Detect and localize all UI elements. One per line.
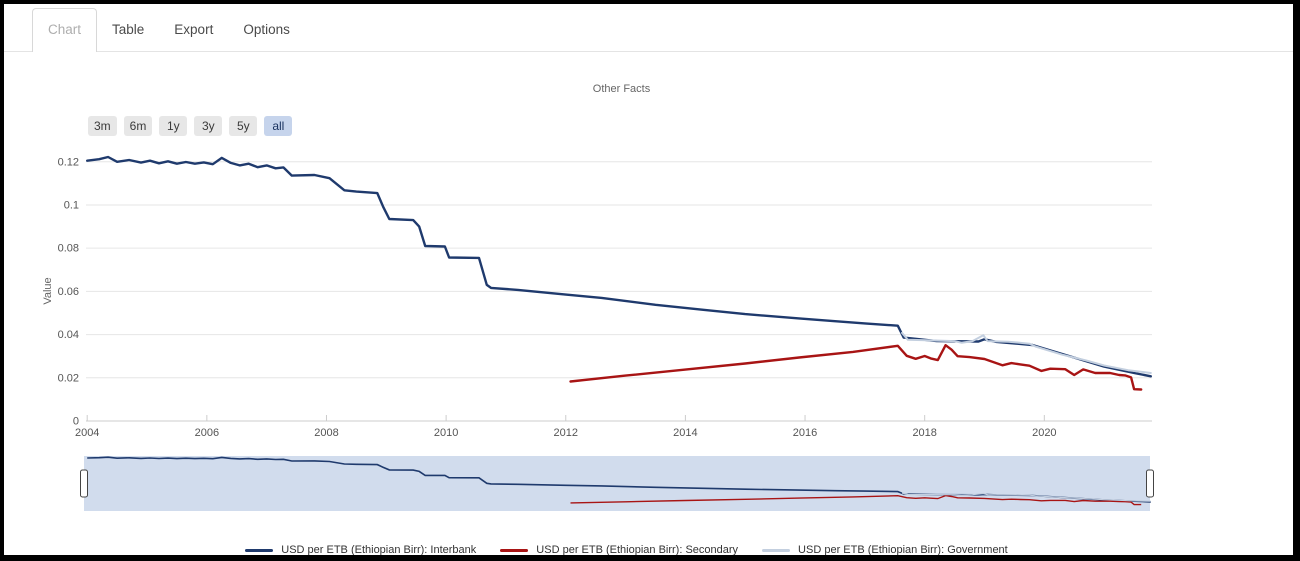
navigator-left-handle[interactable]	[80, 469, 88, 498]
y-tick-label: 0.1	[64, 199, 79, 211]
range-button-6m[interactable]: 6m	[123, 116, 153, 136]
legend: USD per ETB (Ethiopian Birr): Interbank …	[4, 544, 1249, 556]
series-interbank	[85, 155, 1153, 378]
navigator-series-secondary	[570, 494, 1142, 506]
range-button-1y[interactable]: 1y	[159, 116, 188, 136]
range-selector: 3m 6m 1y 3y 5y all	[88, 116, 293, 136]
x-tick-label: 2008	[314, 427, 338, 439]
legend-item-secondary[interactable]: USD per ETB (Ethiopian Birr): Secondary	[500, 544, 739, 556]
navigator-series-government	[901, 492, 1151, 502]
interbank-line-swatch	[245, 548, 274, 552]
x-tick-label: 2012	[554, 427, 578, 439]
range-button-5y[interactable]: 5y	[229, 116, 258, 136]
y-axis-title: Value	[42, 277, 54, 305]
tab-export[interactable]: Export	[174, 22, 214, 37]
tab-bar: Chart Table Export Options	[4, 4, 1293, 52]
series-secondary	[569, 344, 1143, 391]
chart-title: Other Facts	[592, 83, 651, 95]
y-tick-label: 0.12	[58, 156, 79, 168]
x-tick-label: 2014	[673, 427, 697, 439]
y-tick-label: 0.02	[58, 372, 79, 384]
tab-table[interactable]: Table	[112, 22, 145, 37]
chart-canvas: 0 0.02 0.04 0.06 0.08 0.1 0.12 2004 2006 2008 2010…	[58, 154, 1154, 511]
navigator-series-interbank	[87, 456, 1151, 503]
range-button-3m[interactable]: 3m	[88, 116, 117, 136]
x-tick-label: 2020	[1032, 427, 1056, 439]
legend-label: USD per ETB (Ethiopian Birr): Secondary	[536, 544, 739, 556]
x-tick-label: 2006	[195, 427, 219, 439]
x-tick-label: 2010	[434, 427, 458, 439]
y-tick-label: 0.04	[58, 329, 79, 341]
range-button-3y[interactable]: 3y	[194, 116, 223, 136]
tab-options[interactable]: Options	[243, 22, 290, 37]
government-line-swatch	[762, 548, 791, 552]
navigator-right-handle[interactable]	[1146, 469, 1154, 498]
y-tick-label: 0.08	[58, 243, 79, 255]
legend-item-interbank[interactable]: USD per ETB (Ethiopian Birr): Interbank	[245, 544, 477, 556]
range-button-all[interactable]: all	[264, 116, 293, 136]
tab-chart[interactable]: Chart	[32, 8, 98, 52]
x-tick-label: 2018	[912, 427, 936, 439]
series-government	[901, 331, 1152, 374]
x-tick-label: 2016	[793, 427, 817, 439]
secondary-line-swatch	[500, 548, 529, 552]
y-tick-label: 0	[73, 416, 79, 428]
x-tick-label: 2004	[75, 427, 99, 439]
legend-item-government[interactable]: USD per ETB (Ethiopian Birr): Government	[762, 544, 1008, 556]
y-tick-label: 0.06	[58, 286, 79, 298]
plot-area[interactable]	[86, 154, 1152, 421]
legend-label: USD per ETB (Ethiopian Birr): Government	[798, 544, 1008, 556]
navigator-track[interactable]	[84, 456, 1150, 511]
legend-label: USD per ETB (Ethiopian Birr): Interbank	[281, 544, 477, 556]
